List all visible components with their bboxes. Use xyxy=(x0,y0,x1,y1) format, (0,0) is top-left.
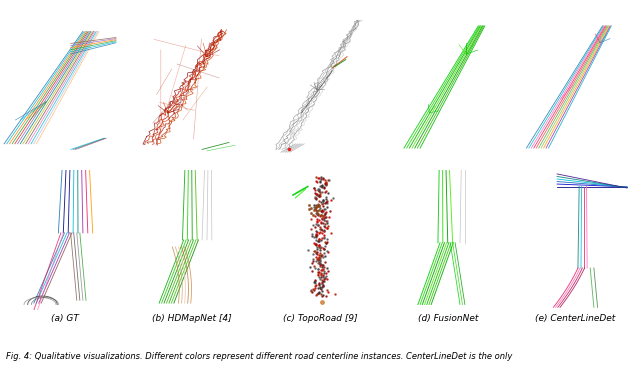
Text: (a) GT: (a) GT xyxy=(51,314,79,323)
Text: (b) HDMapNet [4]: (b) HDMapNet [4] xyxy=(152,314,232,323)
Text: (e) CenterLineDet: (e) CenterLineDet xyxy=(536,314,616,323)
Text: (d) FusionNet: (d) FusionNet xyxy=(417,314,478,323)
Text: (c) TopoRoad [9]: (c) TopoRoad [9] xyxy=(283,314,357,323)
Text: Fig. 4: Qualitative visualizations. Different colors represent different road ce: Fig. 4: Qualitative visualizations. Diff… xyxy=(6,352,513,361)
